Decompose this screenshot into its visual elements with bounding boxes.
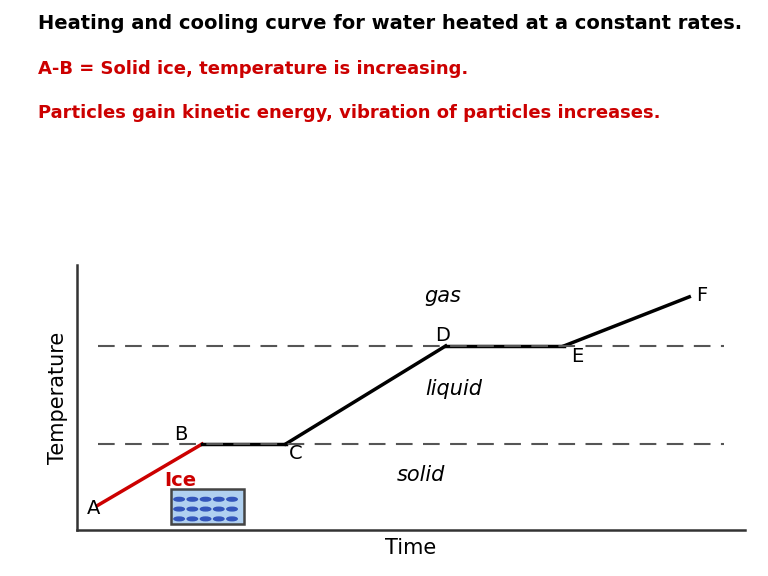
Text: C: C — [289, 444, 303, 463]
Circle shape — [187, 517, 197, 521]
Circle shape — [200, 507, 210, 511]
Circle shape — [187, 507, 197, 511]
Circle shape — [174, 498, 184, 501]
Text: F: F — [697, 286, 707, 305]
Circle shape — [200, 517, 210, 521]
Circle shape — [214, 517, 224, 521]
Circle shape — [174, 507, 184, 511]
Circle shape — [227, 517, 237, 521]
Circle shape — [187, 498, 197, 501]
Circle shape — [214, 507, 224, 511]
Circle shape — [200, 498, 210, 501]
Y-axis label: Temperature: Temperature — [48, 331, 68, 464]
Text: A: A — [88, 499, 101, 518]
Text: Heating and cooling curve for water heated at a constant rates.: Heating and cooling curve for water heat… — [38, 14, 743, 33]
Text: gas: gas — [425, 286, 462, 306]
X-axis label: Time: Time — [386, 538, 436, 558]
Circle shape — [227, 498, 237, 501]
FancyBboxPatch shape — [170, 490, 244, 524]
Circle shape — [227, 507, 237, 511]
Text: E: E — [571, 347, 583, 366]
Text: B: B — [174, 425, 187, 444]
Text: A-B = Solid ice, temperature is increasing.: A-B = Solid ice, temperature is increasi… — [38, 60, 468, 78]
Circle shape — [174, 517, 184, 521]
Circle shape — [214, 498, 224, 501]
Text: liquid: liquid — [425, 379, 482, 399]
Text: D: D — [435, 326, 450, 345]
Text: Ice: Ice — [164, 471, 196, 490]
Text: Particles gain kinetic energy, vibration of particles increases.: Particles gain kinetic energy, vibration… — [38, 104, 661, 122]
Text: solid: solid — [397, 465, 445, 485]
